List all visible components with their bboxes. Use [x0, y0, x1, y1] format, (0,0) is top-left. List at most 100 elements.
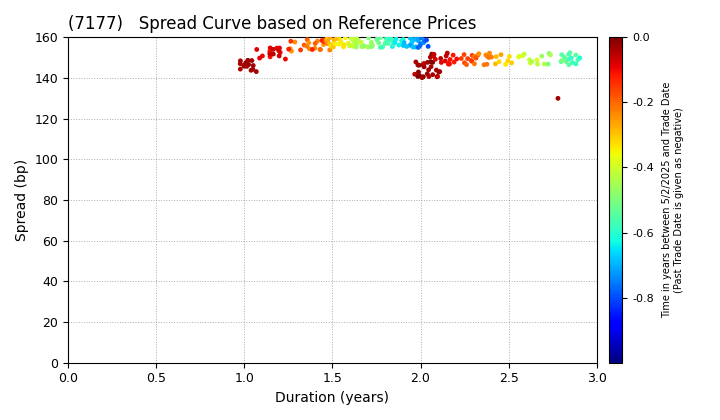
Point	[337, 41, 348, 47]
Point	[318, 39, 330, 45]
Point	[413, 73, 424, 79]
Point	[251, 46, 263, 53]
Point	[562, 56, 574, 63]
Point	[241, 63, 253, 70]
Point	[413, 62, 425, 68]
Point	[490, 53, 502, 60]
Point	[412, 62, 423, 68]
Point	[555, 58, 567, 65]
Point	[321, 40, 333, 47]
Point	[506, 60, 518, 66]
Point	[384, 36, 396, 42]
Point	[486, 54, 498, 60]
Point	[246, 67, 257, 74]
Point	[451, 55, 462, 62]
Point	[314, 46, 325, 53]
Point	[423, 43, 434, 50]
Point	[302, 36, 313, 43]
Point	[415, 41, 426, 47]
Point	[513, 53, 525, 60]
Point	[397, 40, 408, 47]
Point	[564, 49, 576, 56]
Point	[264, 48, 276, 55]
Point	[559, 54, 570, 60]
Point	[322, 35, 333, 42]
Point	[373, 39, 384, 46]
Y-axis label: Spread (bp): Spread (bp)	[15, 159, 29, 241]
Point	[381, 36, 392, 42]
Point	[413, 44, 424, 51]
Point	[414, 42, 426, 49]
Point	[410, 59, 422, 66]
Point	[329, 40, 341, 47]
Point	[469, 53, 480, 60]
Point	[381, 35, 392, 42]
Point	[324, 41, 336, 47]
Point	[268, 46, 279, 53]
Point	[423, 66, 434, 73]
Point	[431, 74, 443, 80]
Point	[552, 95, 564, 102]
Point	[523, 56, 535, 63]
Point	[348, 34, 360, 41]
Point	[413, 69, 424, 76]
Point	[235, 58, 246, 64]
Point	[330, 35, 342, 42]
Point	[256, 52, 268, 59]
Point	[371, 37, 382, 43]
Point	[544, 52, 556, 58]
Point	[366, 39, 377, 46]
Point	[518, 51, 530, 58]
Point	[418, 60, 430, 67]
Point	[351, 44, 362, 50]
Point	[283, 46, 294, 52]
Point	[325, 34, 336, 41]
Point	[431, 67, 442, 74]
Point	[385, 35, 397, 42]
Point	[443, 61, 454, 68]
Point	[319, 37, 330, 44]
Point	[572, 56, 584, 63]
Point	[416, 74, 428, 81]
Point	[418, 39, 429, 46]
Point	[238, 63, 250, 70]
Point	[466, 58, 477, 65]
Point	[304, 45, 315, 52]
Point	[503, 53, 515, 60]
Point	[387, 43, 398, 50]
Point	[362, 44, 374, 50]
Point	[420, 37, 432, 43]
Point	[410, 36, 421, 43]
Point	[570, 52, 582, 58]
Point	[413, 37, 424, 44]
Point	[472, 52, 484, 58]
X-axis label: Duration (years): Duration (years)	[276, 391, 390, 405]
Point	[318, 37, 330, 43]
Point	[418, 74, 429, 80]
Point	[433, 69, 444, 76]
Point	[480, 52, 492, 58]
Point	[351, 40, 363, 47]
Point	[493, 58, 505, 65]
Point	[358, 42, 369, 49]
Point	[459, 51, 470, 58]
Point	[439, 58, 451, 64]
Point	[340, 34, 351, 41]
Point	[386, 37, 397, 44]
Point	[315, 46, 326, 53]
Point	[428, 51, 440, 58]
Point	[389, 39, 400, 46]
Point	[567, 59, 578, 66]
Point	[357, 43, 369, 50]
Point	[366, 43, 378, 50]
Point	[482, 53, 493, 60]
Point	[459, 59, 470, 66]
Point	[517, 52, 528, 59]
Point	[379, 40, 391, 47]
Point	[375, 34, 387, 41]
Point	[461, 61, 472, 68]
Point	[462, 55, 474, 62]
Point	[469, 60, 480, 67]
Point	[456, 55, 467, 62]
Point	[329, 40, 341, 47]
